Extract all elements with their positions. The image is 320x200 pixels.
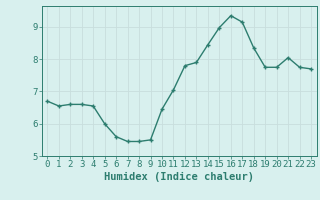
X-axis label: Humidex (Indice chaleur): Humidex (Indice chaleur) xyxy=(104,172,254,182)
